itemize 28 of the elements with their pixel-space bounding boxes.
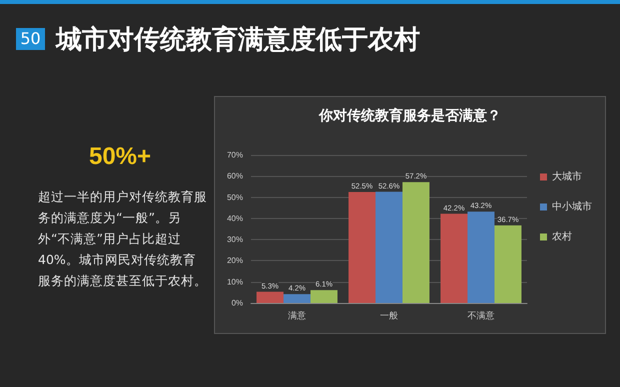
text: 超过一半的用户对传统教育服务的满意度为“一般”。另外“不满意”用户占比超过40%。城市网民对传统教育服务的满意度甚至低于农村。 — [38, 188, 208, 290]
y-tick-label: 40% — [226, 214, 243, 223]
y-tick-label: 0% — [231, 298, 243, 308]
y-tick-label: 20% — [226, 256, 243, 266]
x-tick-label: 不满意 — [468, 310, 494, 320]
x-tick-label: 一般 — [380, 310, 398, 320]
bar — [440, 214, 468, 303]
x-tick-label: 满意 — [288, 310, 306, 320]
y-tick-label: 50% — [226, 192, 243, 202]
bar — [310, 290, 338, 303]
text: 50 — [16, 28, 45, 50]
y-tick-label: 70% — [226, 150, 243, 160]
bar — [256, 292, 284, 303]
bar — [284, 294, 310, 303]
bar — [468, 212, 494, 303]
y-tick-label: 10% — [226, 277, 243, 286]
chart-subtitle: 你对传统教育服务是否满意？ — [318, 107, 501, 123]
chart-title: 城市对传统教育满意度低于农村 — [56, 24, 420, 57]
text: 50%+ — [88, 143, 152, 171]
bar — [494, 225, 522, 303]
bar — [376, 192, 402, 303]
y-tick-label: 60% — [226, 172, 243, 181]
legend-label: 中小城市 — [552, 200, 592, 212]
bar — [348, 192, 376, 303]
bar — [402, 182, 430, 303]
legend-label: 农村 — [552, 230, 572, 242]
y-tick-label: 30% — [226, 235, 243, 244]
legend-label: 大城市 — [552, 170, 582, 182]
